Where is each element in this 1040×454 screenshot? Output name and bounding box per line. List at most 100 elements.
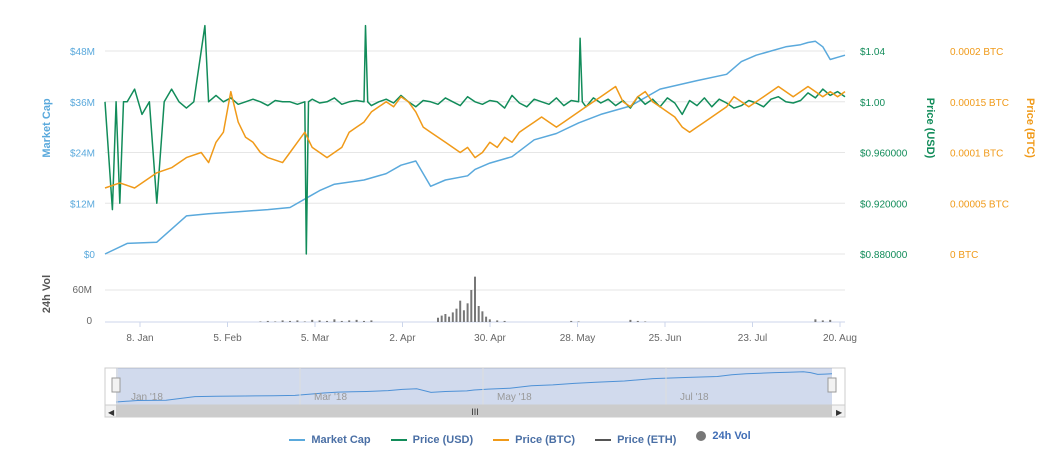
navigator-frame [104, 367, 846, 406]
legend: Market Cap Price (USD) Price (BTC) Price (E… [0, 430, 1040, 446]
series-line-price-usd- [104, 24, 846, 255]
axis-labels: $0 $12M $24M $36M $48M $0.880000 $0.920000 $0.9… [41, 47, 1036, 327]
series-group [104, 24, 846, 255]
volume-bar [470, 290, 473, 322]
volume-bar [496, 320, 499, 322]
legend-item-price-eth-[interactable]: Price (ETH) [595, 434, 676, 446]
y-tick-label: $0.920000 [860, 199, 908, 210]
y-tick-label: $0 [84, 250, 96, 261]
volume-bar [466, 303, 469, 322]
y-tick-label: 0 BTC [950, 250, 978, 261]
navigator-handle[interactable] [827, 377, 837, 393]
legend-item-market-cap[interactable]: Market Cap [289, 434, 371, 446]
x-tick-label: 23. Jul [738, 333, 767, 344]
volume-bar [296, 320, 299, 322]
y-tick-label: $24M [70, 149, 95, 160]
scrollbar-grip-icon: III [471, 407, 479, 417]
volume-bar [311, 319, 314, 322]
legend-swatch [390, 439, 407, 441]
volume-bar [629, 319, 632, 322]
y-tick-label: $0.880000 [860, 250, 908, 261]
y-tick-label: 0.0002 BTC [950, 47, 1003, 58]
volume-bar [477, 306, 480, 322]
y-tick-label: $12M [70, 199, 95, 210]
y-tick-label: $1.00 [860, 98, 885, 109]
y-axis-title-market-cap: Market Cap [41, 98, 53, 158]
volume-bar [259, 321, 262, 322]
x-tick-label: 5. Mar [301, 333, 330, 344]
legend-item-price-btc-[interactable]: Price (BTC) [493, 434, 575, 446]
y-tick-label: 0.00005 BTC [950, 199, 1009, 210]
volume-bar [333, 319, 336, 322]
volume-group [259, 276, 832, 322]
legend-swatch [595, 439, 612, 441]
y-axis-title-price-usd: Price (USD) [924, 98, 936, 159]
y-tick-label: 0.0001 BTC [950, 149, 1003, 160]
volume-bar [829, 319, 832, 322]
volume-bar [444, 314, 447, 322]
navigator-label: Jul '18 [680, 392, 709, 403]
x-axis-ticks: 8. Jan 5. Feb 5. Mar 2. Apr 30. Apr 28. May 25… [126, 322, 857, 344]
legend-item-price-usd-[interactable]: Price (USD) [390, 434, 474, 446]
navigator: Jan '18 Mar '18 May '18 Jul '18 ◀ ▶ III [104, 367, 846, 418]
volume-bar [266, 320, 269, 322]
y-tick-label: $36M [70, 98, 95, 109]
scroll-right-arrow-icon: ▶ [836, 408, 843, 417]
volume-bar [488, 319, 491, 322]
x-tick-label: 25. Jun [649, 333, 682, 344]
legend-swatch [696, 431, 707, 441]
volume-bar [274, 321, 277, 322]
x-tick-label: 2. Apr [389, 333, 416, 344]
chart-canvas: $0 $12M $24M $36M $48M $0.880000 $0.920000 $0.9… [41, 24, 1036, 418]
y-tick-label: $48M [70, 47, 95, 58]
navigator-label: May '18 [497, 392, 532, 403]
volume-bar [814, 319, 817, 322]
volume-bar [485, 316, 488, 322]
series-line-price-btc- [104, 85, 846, 189]
navigator-series [115, 371, 833, 403]
volume-bar [636, 320, 639, 322]
navigator-handle[interactable] [111, 377, 121, 393]
y-axis-title-price-btc: Price (BTC) [1024, 98, 1036, 158]
volume-bar [462, 310, 465, 322]
volume-bar [570, 320, 573, 322]
x-tick-label: 28. May [560, 333, 596, 344]
scroll-left-arrow-icon: ◀ [108, 408, 115, 417]
volume-bar [821, 320, 824, 322]
y-tick-label: $1.04 [860, 47, 885, 58]
volume-tick-label: 60M [73, 285, 92, 296]
navigator-selection [116, 368, 832, 405]
volume-bar [440, 315, 443, 322]
volume-bar [437, 317, 439, 322]
volume-bar [455, 308, 458, 322]
series-line-market-cap [104, 40, 846, 255]
volume-bar [577, 321, 580, 322]
legend-swatch [493, 439, 510, 441]
volume-bar [340, 320, 343, 322]
volume-bar [303, 321, 306, 322]
legend-label: Price (ETH) [617, 434, 677, 446]
navigator-label: Jan '18 [131, 392, 163, 403]
volume-bar [644, 321, 647, 322]
legend-label: Market Cap [311, 434, 371, 446]
volume-bar [481, 311, 484, 322]
volume-tick-label: 0 [86, 316, 92, 327]
scrollbar-thumb[interactable] [116, 405, 832, 417]
legend-label: Price (USD) [412, 434, 474, 446]
volume-bar [348, 320, 351, 322]
volume-bar [459, 300, 462, 322]
volume-bar [451, 312, 454, 322]
volume-bar [448, 316, 451, 322]
volume-bar [326, 320, 328, 322]
volume-bar [363, 320, 365, 322]
y-axis-title-volume: 24h Vol [41, 275, 53, 313]
x-tick-label: 30. Apr [474, 333, 506, 344]
legend-label: 24h Vol [712, 430, 751, 442]
volume-bar [503, 320, 506, 322]
volume-bar [370, 320, 373, 322]
legend-item-24h-vol[interactable]: 24h Vol [696, 430, 751, 442]
legend-label: Price (BTC) [515, 434, 576, 446]
volume-bar [474, 276, 476, 322]
navigator-label: Mar '18 [314, 392, 347, 403]
